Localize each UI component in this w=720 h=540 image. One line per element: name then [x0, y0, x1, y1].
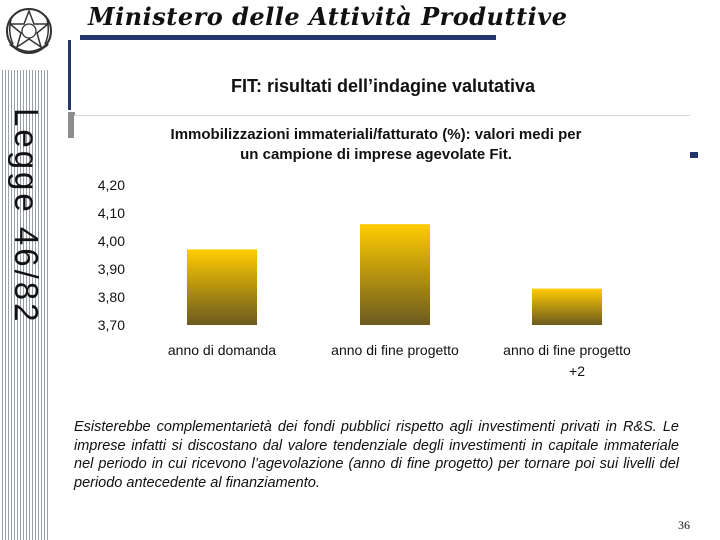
bar [187, 249, 257, 325]
y-tick-label: 4,00 [98, 233, 125, 249]
decorative-right-mark [690, 152, 698, 158]
y-tick-label: 3,80 [98, 289, 125, 305]
x-category-label: anno di domanda [168, 342, 276, 358]
ministry-title: Ministero delle Attività Produttive [88, 2, 568, 31]
chart-area: Immobilizzazioni immateriali/fatturato (… [74, 115, 690, 386]
y-tick-label: 4,10 [98, 205, 125, 221]
decorative-vertical-line [68, 40, 71, 110]
law-side-label: Legge 46/82 [8, 108, 45, 325]
decorative-block [68, 112, 75, 138]
chart-title-line: un campione di imprese agevolate Fit. [240, 146, 512, 163]
x-category-label: anno di fine progetto [503, 342, 631, 358]
y-tick-label: 3,90 [98, 261, 125, 277]
slide-title: FIT: risultati dell’indagine valutativa [230, 76, 536, 96]
bar [360, 224, 430, 325]
title-underline [80, 35, 496, 40]
bar [532, 288, 602, 325]
italian-republic-emblem-icon [4, 4, 54, 62]
chart-title-line: Immobilizzazioni immateriali/fatturato (… [171, 126, 582, 143]
x-category-label: anno di fine progetto [331, 342, 459, 358]
y-tick-label: 3,70 [98, 317, 125, 333]
bar-chart: Immobilizzazioni immateriali/fatturato (… [98, 126, 631, 379]
x-category-label: +2 [569, 363, 585, 379]
page-number: 36 [678, 518, 690, 532]
y-tick-label: 4,20 [98, 177, 125, 193]
body-paragraph: Esisterebbe complementarietà dei fondi p… [74, 419, 679, 491]
decorative-stripes [2, 70, 50, 540]
